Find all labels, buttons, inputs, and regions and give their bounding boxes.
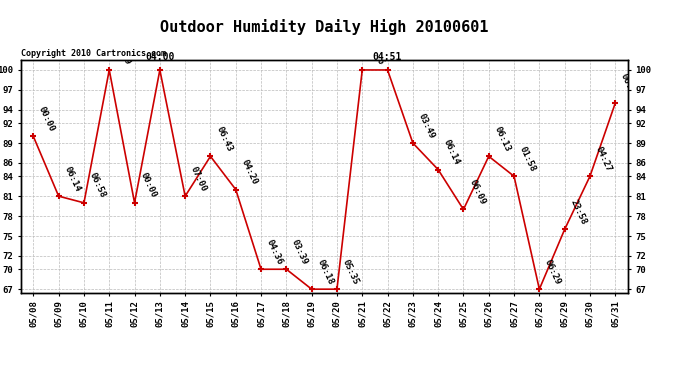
Text: 07:00: 07:00 [189,165,208,193]
Text: 04:36: 04:36 [265,238,284,266]
Text: 06:09: 06:09 [467,178,486,206]
Text: 01:58: 01:58 [518,145,538,173]
Text: 05:46: 05:46 [366,39,386,67]
Text: 06:29: 06:29 [543,258,562,286]
Text: 04:20: 04:20 [239,158,259,186]
Text: Copyright 2010 Cartronics.com: Copyright 2010 Cartronics.com [21,49,166,58]
Text: 23:58: 23:58 [569,198,588,226]
Text: 04:27: 04:27 [593,145,613,173]
Text: Outdoor Humidity Daily High 20100601: Outdoor Humidity Daily High 20100601 [160,19,489,35]
Text: 04:51: 04:51 [373,52,402,62]
Text: 04:00: 04:00 [145,52,175,62]
Text: 06:13: 06:13 [493,125,512,153]
Text: 06:43: 06:43 [214,125,234,153]
Text: 06:18: 06:18 [315,258,335,286]
Text: 06:59: 06:59 [619,72,638,100]
Text: 06:14: 06:14 [62,165,82,193]
Text: 00:00: 00:00 [37,105,57,133]
Text: 08:59: 08:59 [113,39,132,67]
Text: 00:00: 00:00 [138,171,158,200]
Text: 03:39: 03:39 [290,238,310,266]
Text: 03:49: 03:49 [417,111,436,140]
Text: 05:35: 05:35 [341,258,360,286]
Text: 06:14: 06:14 [442,138,462,166]
Text: 06:58: 06:58 [88,171,107,200]
